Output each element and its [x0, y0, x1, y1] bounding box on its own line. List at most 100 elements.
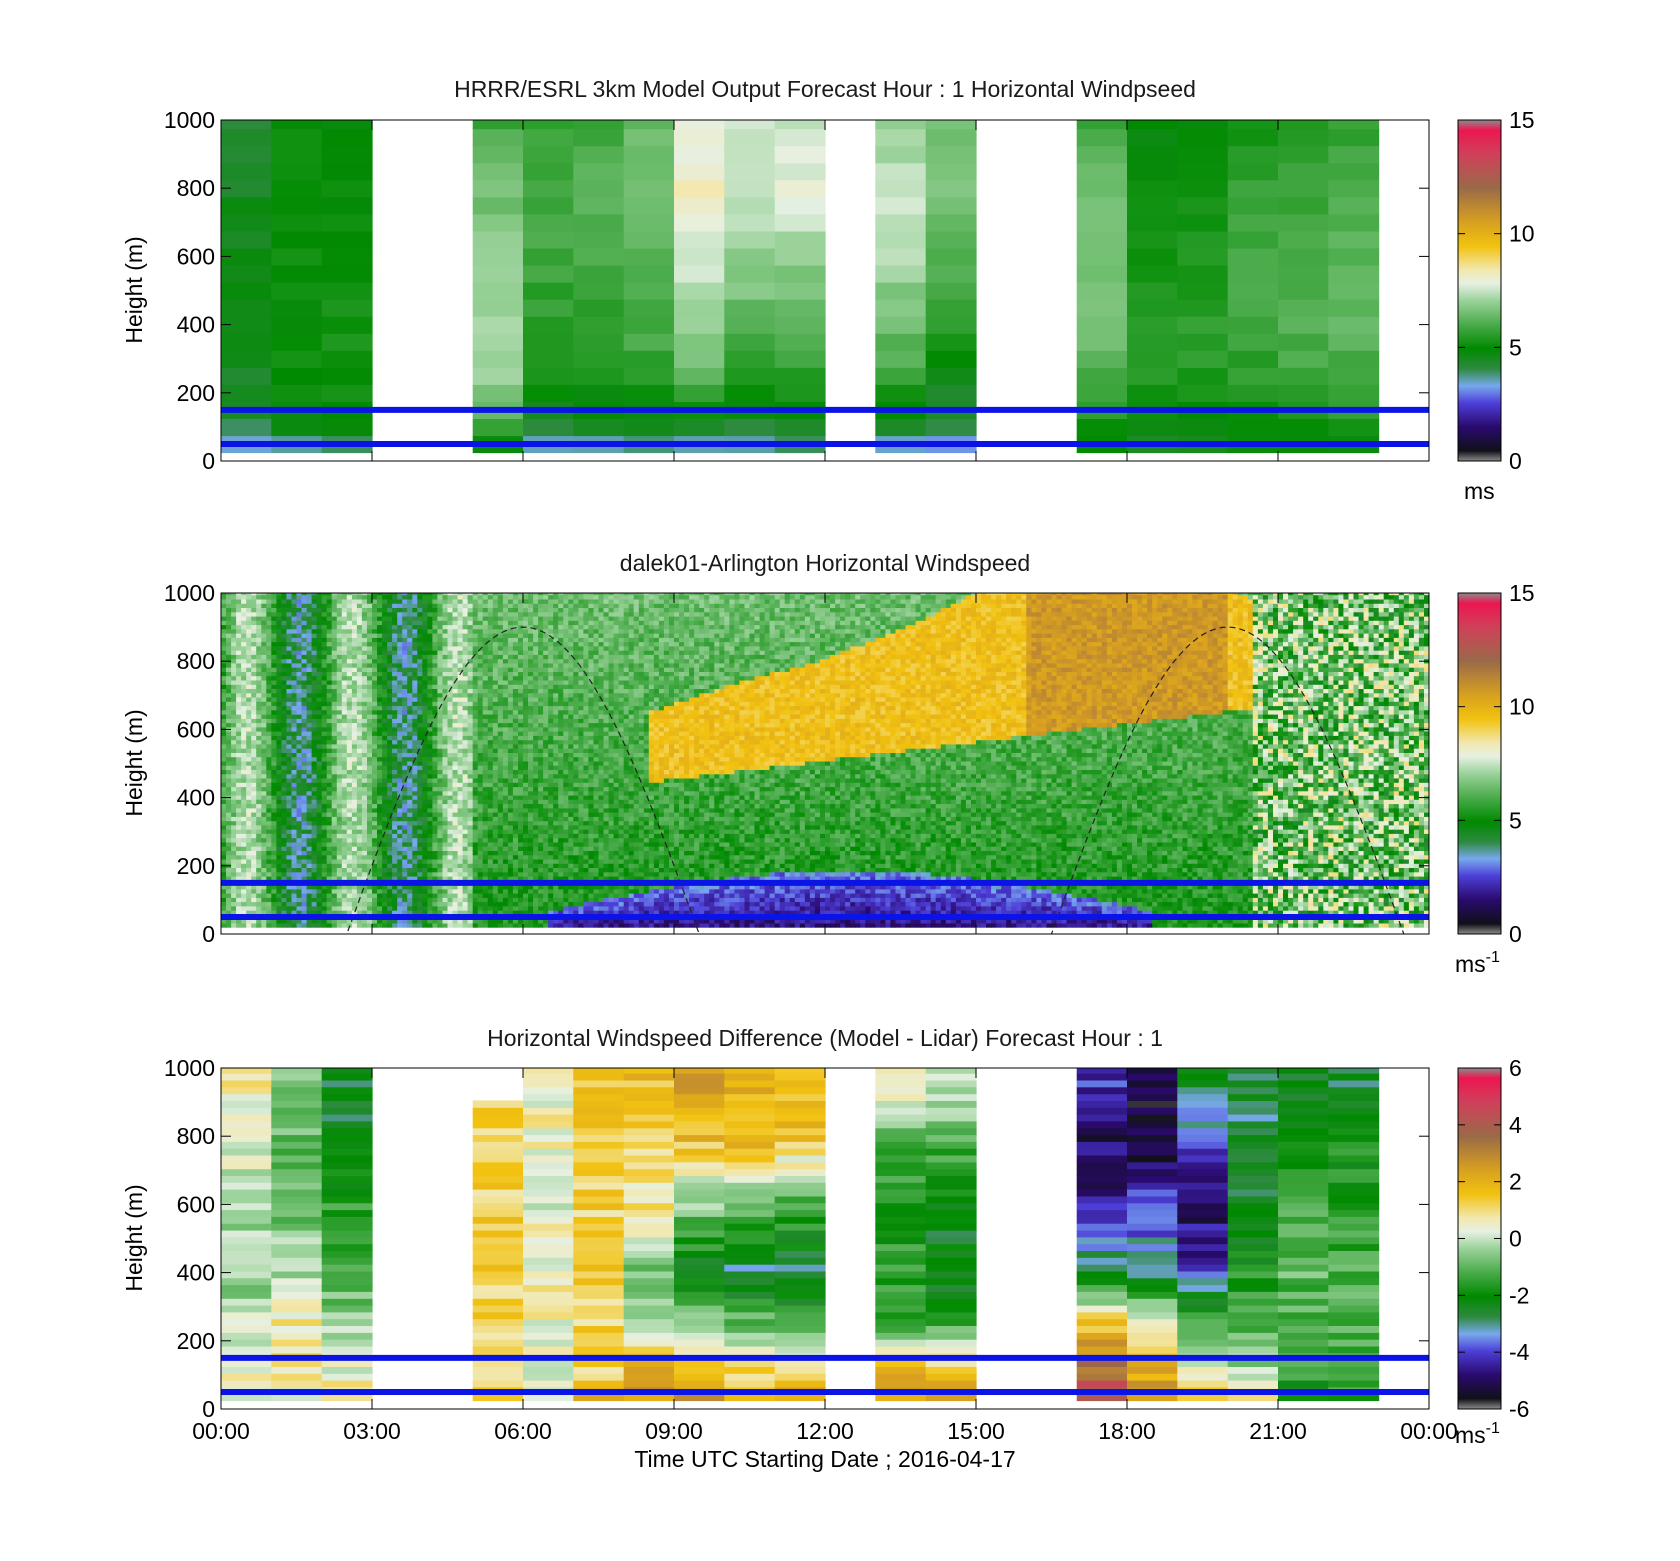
heatmap-cell: [276, 769, 282, 775]
heatmap-cell: [356, 641, 363, 647]
heatmap-cell: [306, 893, 313, 898]
heatmap-cell: [286, 867, 292, 873]
heatmap-cell: [427, 688, 433, 694]
heatmap-cell: [437, 599, 443, 604]
heatmap-cell: [502, 735, 509, 741]
heatmap-cell: [231, 620, 237, 626]
heatmap-cell: [271, 709, 277, 715]
heatmap-cell: [442, 603, 448, 608]
heatmap-cell: [392, 697, 398, 702]
heatmap-cell: [331, 731, 338, 736]
heatmap-cell: [281, 778, 287, 783]
heatmap-cell: [497, 650, 504, 655]
heatmap-cell: [507, 739, 514, 745]
heatmap-cell: [422, 854, 428, 860]
heatmap-cell: [306, 897, 313, 903]
heatmap-cell: [432, 709, 438, 715]
heatmap-cell: [412, 739, 418, 745]
heatmap-cell: [457, 884, 464, 890]
heatmap-cell: [402, 603, 408, 608]
heatmap-cell: [246, 645, 252, 651]
heatmap-cell: [351, 901, 358, 907]
heatmap-cell: [875, 299, 927, 317]
heatmap-cell: [447, 735, 453, 741]
heatmap-cell: [724, 282, 776, 300]
heatmap-cell: [276, 901, 282, 907]
heatmap-cell: [306, 871, 313, 877]
heatmap-cell: [477, 620, 484, 626]
heatmap-cell: [266, 722, 272, 728]
heatmap-cell: [361, 667, 368, 672]
heatmap-cell: [437, 701, 443, 707]
heatmap-cell: [417, 803, 423, 809]
heatmap-cell: [507, 658, 514, 664]
heatmap-cell: [367, 735, 373, 741]
heatmap-cell: [361, 688, 368, 694]
heatmap-cell: [321, 829, 328, 834]
heatmap-cell: [351, 662, 358, 668]
heatmap-cell: [321, 616, 328, 621]
heatmap-cell: [266, 795, 272, 800]
heatmap-cell: [397, 709, 403, 715]
heatmap-cell: [236, 846, 242, 851]
heatmap-cell: [271, 803, 277, 809]
heatmap-cell: [311, 599, 318, 604]
heatmap-cell: [336, 846, 343, 851]
heatmap-cell: [492, 922, 499, 928]
heatmap-cell: [236, 884, 242, 890]
heatmap-cell: [351, 620, 358, 626]
heatmap-cell: [336, 726, 343, 732]
heatmap-cell: [382, 701, 388, 707]
heatmap-cell: [382, 603, 388, 608]
heatmap-cell: [487, 675, 494, 681]
heatmap-cell: [387, 778, 393, 783]
heatmap-cell: [306, 812, 313, 817]
heatmap-cell: [236, 616, 242, 621]
heatmap-cell: [492, 820, 499, 826]
heatmap-cell: [422, 910, 428, 915]
heatmap-cell: [331, 773, 338, 779]
heatmap-cell: [377, 799, 383, 805]
heatmap-cell: [296, 637, 302, 643]
heatmap-cell: [502, 633, 509, 638]
heatmap-cell: [502, 680, 509, 685]
heatmap-cell: [487, 722, 494, 728]
heatmap-cell: [1076, 145, 1128, 164]
heatmap-cell: [311, 867, 318, 873]
heatmap-cell: [321, 778, 328, 783]
heatmap-cell: [256, 910, 262, 915]
heatmap-cell: [306, 705, 313, 711]
heatmap-cell: [271, 607, 277, 613]
heatmap-cell: [437, 718, 443, 724]
heatmap-cell: [382, 760, 388, 766]
heatmap-cell: [367, 760, 373, 766]
heatmap-cell: [427, 854, 433, 860]
heatmap-cell: [321, 594, 328, 600]
heatmap-cell: [462, 593, 469, 596]
heatmap-cell: [457, 850, 464, 856]
heatmap-cell: [276, 731, 282, 736]
heatmap-cell: [321, 790, 328, 796]
heatmap-cell: [326, 603, 333, 608]
heatmap-cell: [507, 871, 514, 877]
heatmap-cell: [271, 675, 277, 681]
heatmap-cell: [351, 743, 358, 749]
heatmap-cell: [266, 837, 272, 843]
heatmap-cell: [487, 633, 494, 638]
heatmap-cell: [221, 667, 227, 672]
heatmap-cell: [442, 607, 448, 613]
heatmap-cell: [467, 837, 474, 843]
heatmap-cell: [482, 867, 489, 873]
heatmap-cell: [392, 850, 398, 856]
heatmap-cell: [462, 671, 469, 677]
heatmap-cell: [1177, 196, 1229, 215]
heatmap-cell: [462, 893, 469, 898]
heatmap-cell: [291, 901, 297, 907]
heatmap-cell: [467, 812, 474, 817]
heatmap-cell: [356, 658, 363, 664]
heatmap-cell: [351, 910, 358, 915]
heatmap-cell: [336, 645, 343, 651]
heatmap-cell: [296, 867, 302, 873]
heatmap-cell: [261, 871, 267, 877]
heatmap-cell: [341, 654, 348, 660]
